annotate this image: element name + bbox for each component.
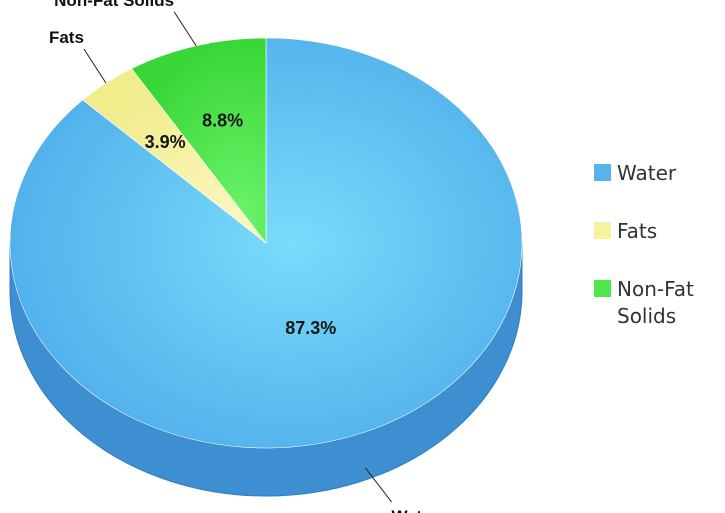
leader-line-fats (83, 48, 107, 84)
leader-line-non-fat-solids (173, 11, 197, 47)
legend-item-fats: Fats (594, 218, 722, 245)
category-label-fats: Fats (49, 28, 84, 47)
legend-swatch-fats (594, 222, 611, 239)
pie-slice-non-fat-solids (131, 37, 267, 244)
legend-swatch-non-fat-solids (594, 280, 611, 297)
category-label-water: Water (391, 507, 438, 513)
category-label-non-fat-solids: Non-Fat Solids (54, 0, 174, 10)
leader-line-water (365, 467, 392, 503)
value-label-non-fat-solids: 8.8% (202, 111, 243, 131)
legend-item-non-fat-solids: Non-Fat Solids (594, 276, 722, 330)
legend-item-water: Water (594, 160, 722, 187)
legend-swatch-water (594, 164, 611, 181)
legend: Water Fats Non-Fat Solids (594, 160, 722, 361)
legend-label-fats: Fats (617, 219, 658, 243)
legend-label-water: Water (617, 161, 677, 185)
value-label-fats: 3.9% (145, 132, 186, 152)
value-label-water: 87.3% (285, 318, 336, 338)
legend-label-non-fat-solids: Non-Fat Solids (617, 277, 694, 328)
